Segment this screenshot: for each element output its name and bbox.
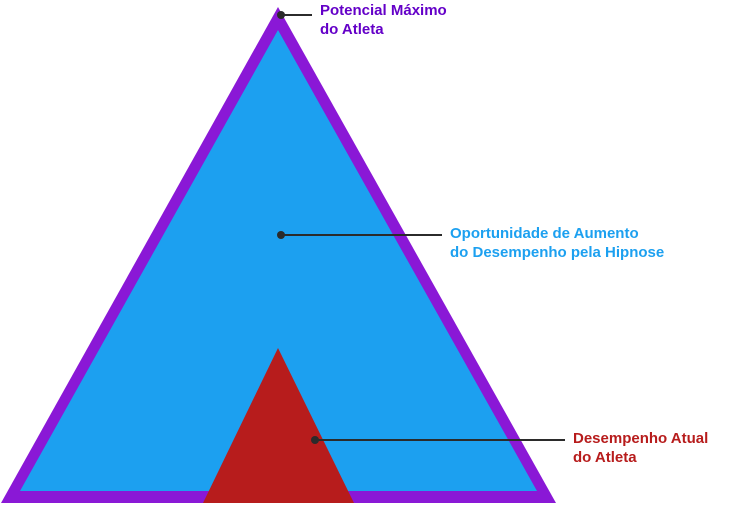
callout-dot-bottom bbox=[311, 436, 319, 444]
diagram-canvas: Potencial Máximo do Atleta Oportunidade … bbox=[0, 0, 752, 508]
label-top: Potencial Máximo do Atleta bbox=[320, 2, 447, 40]
label-bottom: Desempenho Atual do Atleta bbox=[573, 430, 708, 468]
label-mid: Oportunidade de Aumento do Desempenho pe… bbox=[450, 225, 664, 263]
callout-dot-top bbox=[277, 11, 285, 19]
callout-dot-mid bbox=[277, 231, 285, 239]
